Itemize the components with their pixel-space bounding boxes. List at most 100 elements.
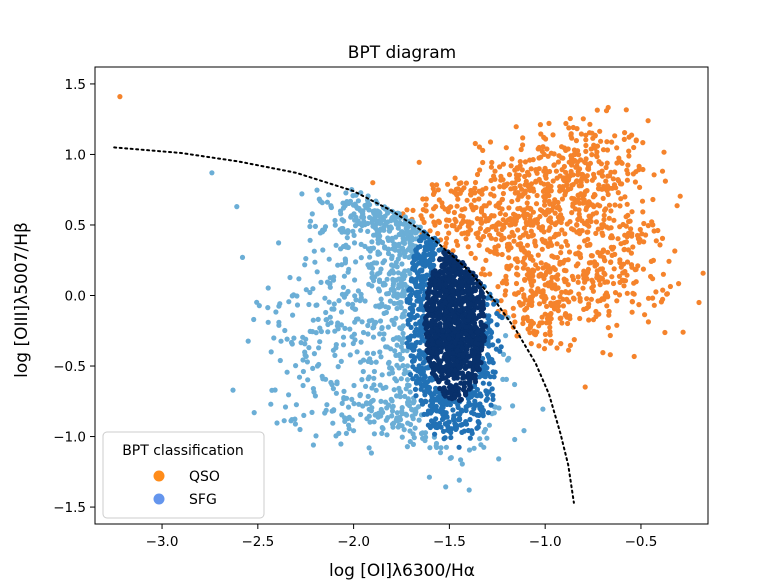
qso-point — [637, 226, 643, 233]
qso-point — [558, 244, 565, 250]
sfg-point — [307, 223, 313, 230]
sfg-point — [480, 335, 486, 341]
qso-point — [578, 131, 585, 137]
sfg-point — [452, 368, 458, 374]
sfg-point — [467, 360, 473, 366]
sfg-point — [407, 271, 413, 277]
sfg-point — [413, 326, 419, 332]
qso-point — [504, 241, 511, 248]
sfg-point — [440, 294, 446, 300]
sfg-point — [322, 295, 328, 301]
sfg-point — [316, 345, 322, 351]
qso-point — [582, 160, 589, 166]
sfg-point — [416, 293, 422, 300]
sfg-point — [374, 210, 380, 216]
sfg-point — [412, 425, 418, 431]
qso-point — [509, 156, 515, 162]
qso-point — [501, 182, 507, 188]
sfg-point — [323, 376, 329, 382]
qso-point — [575, 274, 581, 280]
sfg-point — [540, 406, 546, 412]
qso-point — [662, 329, 668, 336]
qso-point — [475, 230, 481, 236]
qso-point — [642, 312, 648, 318]
qso-point — [569, 210, 575, 216]
sfg-point — [359, 377, 365, 383]
qso-point — [606, 225, 612, 231]
qso-point — [493, 227, 499, 233]
sfg-point — [437, 450, 444, 456]
qso-point — [645, 223, 651, 229]
qso-point — [565, 282, 571, 288]
sfg-point — [390, 268, 396, 274]
sfg-point — [383, 417, 389, 423]
sfg-point — [458, 457, 464, 463]
sfg-point — [394, 410, 400, 416]
sfg-point — [412, 411, 418, 417]
sfg-point — [276, 319, 282, 325]
qso-point — [562, 279, 568, 285]
qso-point — [465, 244, 471, 250]
sfg-point — [309, 409, 315, 415]
sfg-point — [325, 329, 331, 335]
sfg-point — [284, 336, 290, 342]
sfg-point — [371, 419, 377, 425]
sfg-point — [436, 420, 443, 426]
qso-point — [455, 242, 461, 248]
sfg-point — [403, 411, 409, 417]
sfg-point — [476, 412, 482, 418]
qso-point — [498, 298, 504, 304]
sfg-point — [347, 352, 353, 358]
sfg-point — [328, 204, 334, 211]
sfg-point — [446, 363, 452, 369]
sfg-point — [443, 288, 449, 294]
qso-point — [563, 120, 569, 127]
sfg-point — [494, 298, 500, 304]
sfg-point — [446, 295, 452, 301]
sfg-point — [437, 257, 443, 263]
sfg-point — [392, 247, 398, 253]
sfg-point — [445, 420, 451, 426]
qso-point — [576, 152, 582, 158]
qso-point — [524, 242, 531, 248]
sfg-point — [378, 266, 384, 272]
qso-point — [517, 159, 523, 165]
sfg-point — [341, 273, 347, 279]
qso-point — [451, 209, 457, 216]
qso-point — [570, 227, 577, 233]
qso-point — [551, 200, 557, 206]
sfg-point — [478, 393, 484, 399]
sfg-point — [345, 269, 351, 275]
qso-point — [599, 224, 605, 231]
qso-point — [615, 236, 621, 242]
qso-point — [620, 221, 626, 228]
qso-point — [555, 285, 561, 291]
qso-point — [584, 178, 590, 184]
sfg-point — [470, 367, 476, 373]
qso-point — [544, 303, 550, 309]
sfg-point — [375, 219, 381, 225]
qso-point — [562, 312, 568, 318]
sfg-point — [425, 294, 431, 300]
sfg-point — [411, 257, 417, 263]
qso-point — [418, 213, 424, 219]
sfg-point — [367, 356, 373, 362]
sfg-point — [463, 350, 469, 356]
sfg-point — [373, 303, 379, 309]
sfg-point — [390, 263, 396, 269]
qso-point — [583, 207, 589, 213]
sfg-point — [431, 290, 438, 296]
sfg-point — [449, 267, 455, 273]
sfg-point — [390, 283, 396, 289]
qso-point — [542, 173, 548, 179]
qso-point — [649, 219, 655, 225]
qso-point — [610, 176, 616, 182]
qso-point — [370, 180, 376, 186]
sfg-point — [407, 371, 414, 378]
qso-point — [429, 182, 435, 188]
sfg-point — [490, 396, 496, 402]
y-axis-title: log [OIII]λ5007/Hβ — [12, 222, 32, 378]
qso-point — [575, 261, 581, 267]
sfg-point — [491, 374, 497, 380]
sfg-point — [426, 251, 432, 257]
